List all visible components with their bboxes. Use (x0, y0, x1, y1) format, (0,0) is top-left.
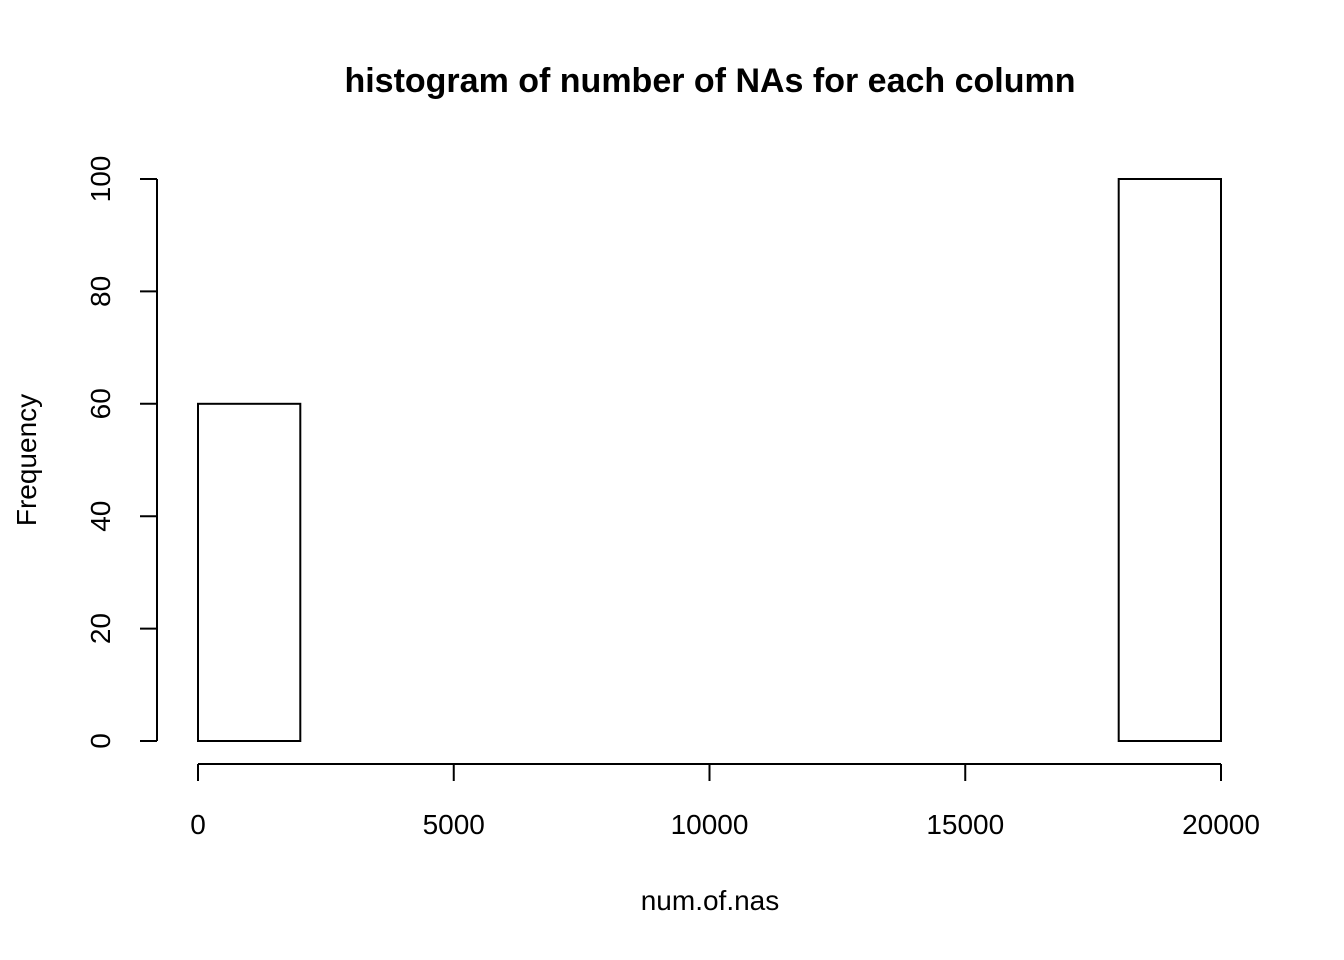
x-axis-label: num.of.nas (641, 885, 780, 916)
y-tick-label-0: 0 (85, 733, 116, 749)
histogram-bar-9 (1117, 178, 1222, 742)
y-tick-label-3: 60 (85, 388, 116, 419)
x-tick-label-1: 5000 (423, 809, 485, 840)
chart-title: histogram of number of NAs for each colu… (344, 62, 1075, 100)
x-axis: 0 5000 10000 15000 20000 (190, 763, 1260, 840)
y-axis: 0 20 40 60 80 100 (85, 156, 158, 749)
histogram-bar-0 (197, 402, 302, 742)
x-tick-label-4: 20000 (1182, 809, 1260, 840)
x-tick-label-2: 10000 (671, 809, 749, 840)
y-tick-label-4: 80 (85, 276, 116, 307)
histogram-bars (197, 178, 1222, 742)
y-axis-label: Frequency (11, 394, 42, 526)
x-tick-label-0: 0 (190, 809, 206, 840)
y-tick-label-1: 20 (85, 613, 116, 644)
y-tick-label-5: 100 (85, 156, 116, 203)
x-tick-label-3: 15000 (926, 809, 1004, 840)
y-tick-label-2: 40 (85, 501, 116, 532)
